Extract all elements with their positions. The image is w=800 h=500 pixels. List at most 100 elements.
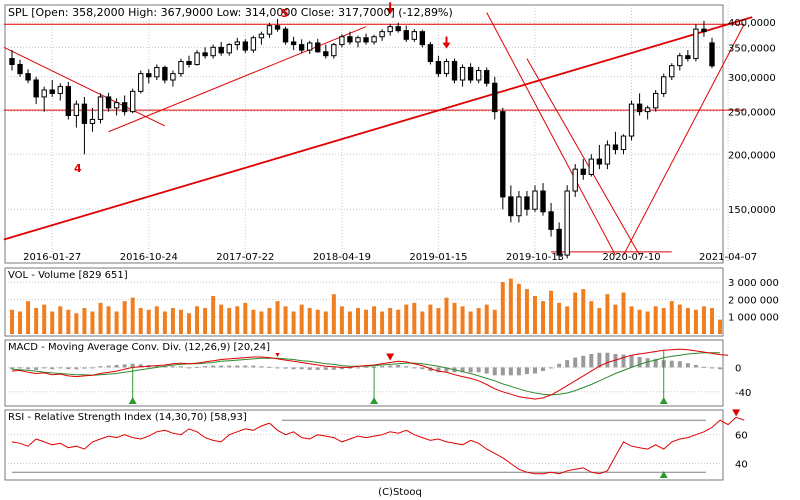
price-panel: 400,0000 350,0000 300,0000 250,0000 200,0000… xyxy=(3,0,776,264)
volume-bar-54 xyxy=(444,297,449,334)
volume-bar-73 xyxy=(597,308,602,334)
macd-y-axis: 0 -40 xyxy=(735,363,751,398)
trendline-crash-steep xyxy=(486,12,616,256)
macd-hist-bar-8 xyxy=(74,367,79,370)
macd-hist-bar-76 xyxy=(621,354,626,368)
price-tick-label-4: 200,0000 xyxy=(728,150,776,161)
candle-body-24 xyxy=(202,52,208,57)
volume-bar-12 xyxy=(106,306,111,334)
macd-hist-bar-58 xyxy=(476,367,481,373)
price-tick-label-5: 150,0000 xyxy=(728,205,776,216)
price-trendlines xyxy=(3,12,753,256)
volume-bars xyxy=(10,278,723,334)
volume-bar-63 xyxy=(516,283,521,334)
macd-hist-bar-23 xyxy=(195,366,200,368)
volume-bar-64 xyxy=(524,289,529,334)
macd-hist-bar-18 xyxy=(154,365,159,368)
candle-body-78 xyxy=(636,103,643,113)
macd-tick-label-0: 0 xyxy=(735,363,741,374)
volume-bar-81 xyxy=(661,308,666,334)
macd-hist-bar-5 xyxy=(50,367,55,370)
macd-buy-triangle-0 xyxy=(128,397,137,404)
volume-bar-57 xyxy=(468,311,473,334)
candle-body-55 xyxy=(451,60,458,81)
macd-hist-bar-31 xyxy=(259,366,264,368)
rsi-tick-label-1: 40 xyxy=(735,460,748,471)
candle-body-70 xyxy=(572,168,578,192)
candle-body-87 xyxy=(709,42,715,67)
macd-hist-bar-11 xyxy=(98,366,103,368)
rsi-signal-markers xyxy=(659,409,741,478)
macd-hist-bar-39 xyxy=(323,367,328,370)
macd-hist-bar-21 xyxy=(178,366,183,368)
volume-bar-76 xyxy=(621,292,626,334)
candle-body-37 xyxy=(307,42,313,51)
volume-panel: 3 000 000 2 000 000 1 000 000 VOL - Volume… xyxy=(4,267,779,337)
volume-bar-14 xyxy=(122,301,127,334)
price-plot-frame xyxy=(4,4,724,264)
macd-hist-bar-86 xyxy=(701,366,706,368)
macd-hist-bar-10 xyxy=(90,367,95,369)
candle-body-65 xyxy=(532,190,538,210)
macd-hist-bar-77 xyxy=(629,355,634,368)
candle-body-38 xyxy=(315,42,321,53)
candle-body-63 xyxy=(516,196,522,217)
volume-bar-62 xyxy=(508,278,513,334)
candle-body-53 xyxy=(435,60,442,75)
macd-hist-bar-74 xyxy=(605,352,610,368)
rsi-y-axis: 60 40 xyxy=(735,431,748,471)
macd-hist-bar-14 xyxy=(122,364,127,368)
volume-bar-24 xyxy=(203,308,208,334)
macd-hist-bar-42 xyxy=(347,367,352,369)
macd-signal-markers xyxy=(128,349,668,404)
price-tick-label-3: 250,0000 xyxy=(728,108,776,119)
macd-hist-bar-85 xyxy=(693,364,698,368)
macd-hist-bar-56 xyxy=(460,367,465,373)
macd-hist-bar-61 xyxy=(500,367,505,376)
volume-bar-39 xyxy=(323,311,328,334)
candle-body-73 xyxy=(596,158,603,165)
candle-body-80 xyxy=(652,92,659,109)
candle-body-57 xyxy=(467,66,474,81)
macd-hist-bar-53 xyxy=(436,367,441,373)
trendline-crash-shallow xyxy=(526,58,641,256)
volume-bar-20 xyxy=(170,308,175,334)
volume-bar-29 xyxy=(243,302,248,334)
candle-body-61 xyxy=(500,111,506,198)
date-tick-label-2: 2017-07-22 xyxy=(216,252,274,263)
volume-legend: VOL - Volume [829 651] xyxy=(8,270,128,281)
date-tick-label-6: 2020-07-10 xyxy=(602,252,660,263)
candle-body-36 xyxy=(298,44,305,51)
macd-hist-bar-57 xyxy=(468,367,473,373)
candle-body-22 xyxy=(186,60,192,65)
volume-bar-44 xyxy=(364,309,369,334)
candle-body-35 xyxy=(290,41,297,46)
candle-body-67 xyxy=(548,211,554,230)
volume-bar-87 xyxy=(710,308,714,334)
macd-hist-bar-35 xyxy=(291,367,296,370)
candle-body-26 xyxy=(218,46,224,54)
macd-legend-bg xyxy=(6,341,306,353)
volume-bar-26 xyxy=(219,304,224,334)
macd-hist-bar-80 xyxy=(653,358,658,368)
volume-bar-70 xyxy=(573,292,578,334)
macd-hist-bar-9 xyxy=(82,367,87,369)
macd-hist-bar-1 xyxy=(18,367,23,369)
candle-body-85 xyxy=(693,28,699,60)
macd-hist-bar-25 xyxy=(211,365,216,368)
macd-hist-bar-83 xyxy=(677,361,682,368)
volume-bar-47 xyxy=(388,308,393,334)
volume-bar-17 xyxy=(146,309,151,334)
macd-hist-bar-46 xyxy=(380,366,385,368)
candle-body-19 xyxy=(162,66,168,81)
trendline-rising-channel xyxy=(108,26,367,133)
macd-hist-bar-72 xyxy=(589,353,594,368)
macd-hist-bar-71 xyxy=(581,355,586,368)
candle-body-45 xyxy=(371,36,377,43)
macd-hist-bar-68 xyxy=(557,363,562,368)
volume-bar-18 xyxy=(154,306,159,334)
candle-body-83 xyxy=(677,55,683,67)
candle-body-74 xyxy=(604,144,611,165)
candle-body-60 xyxy=(492,82,498,113)
macd-legend: MACD - Moving Average Conv. Div. (12,26,… xyxy=(8,342,270,353)
